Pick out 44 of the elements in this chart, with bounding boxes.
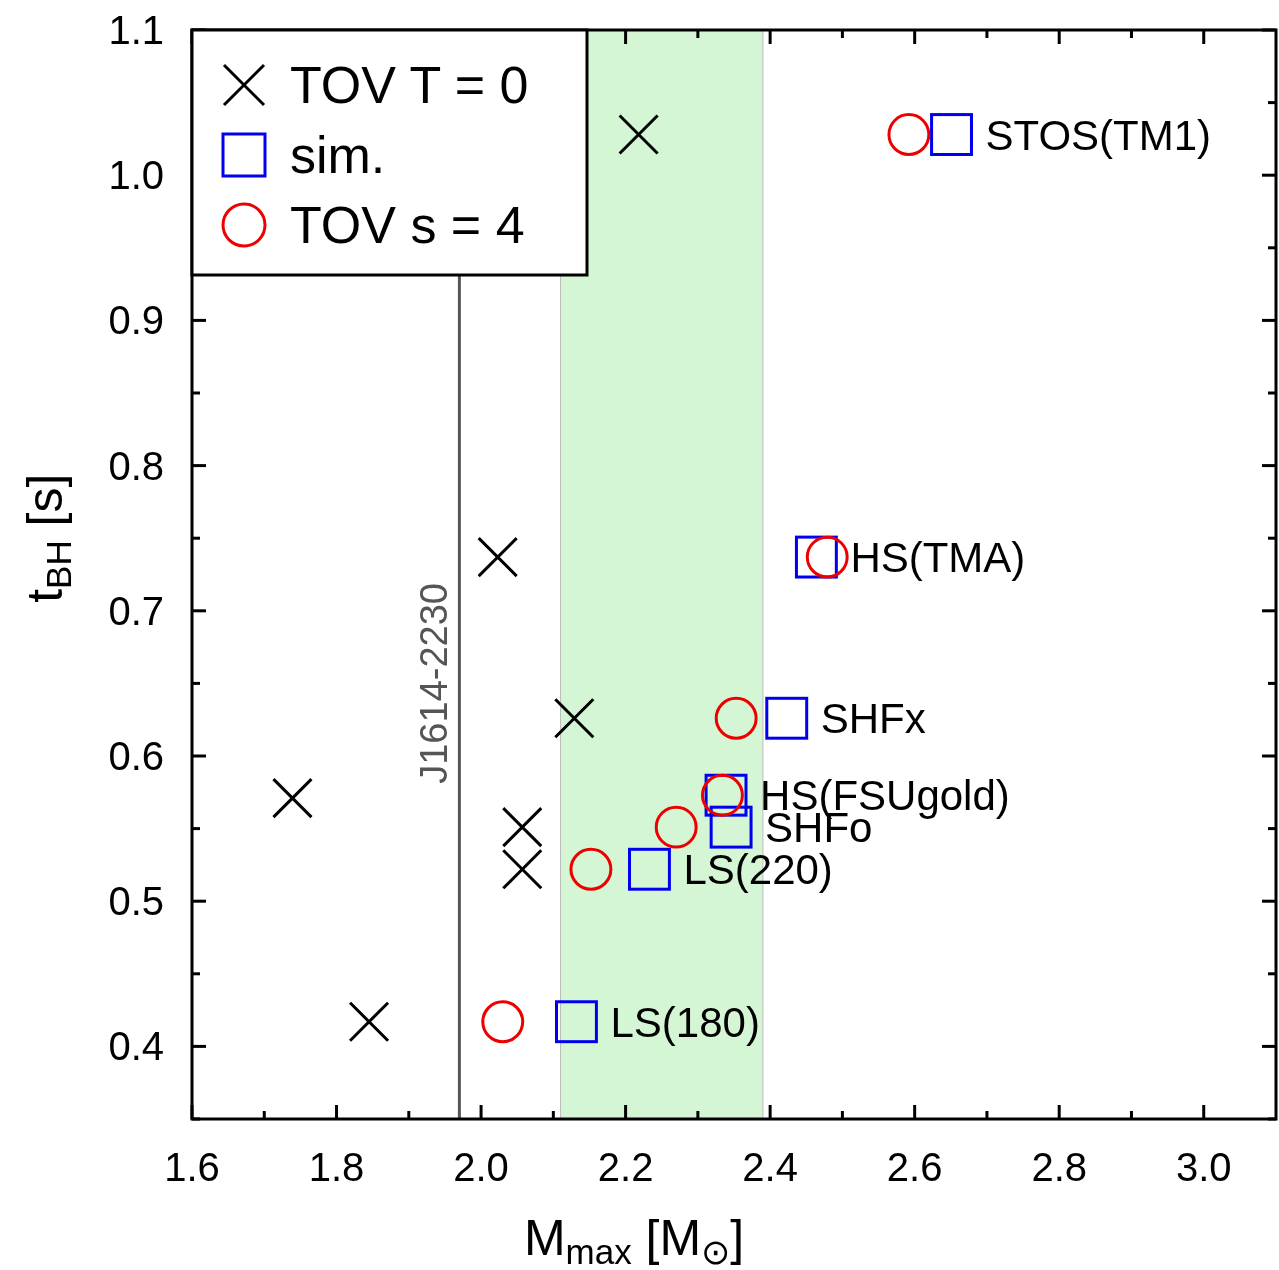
y-tick-label: 0.8 <box>108 443 164 488</box>
x-tick-label: 1.6 <box>164 1145 220 1189</box>
point <box>271 777 313 819</box>
y-tick-label: 0.9 <box>108 298 164 343</box>
y-tick-label: 0.7 <box>108 588 164 633</box>
point <box>709 805 753 849</box>
point <box>887 113 931 156</box>
legend-label: TOV T = 0 <box>290 56 529 114</box>
point <box>477 536 519 578</box>
point <box>714 696 758 740</box>
x-axis-title: M$_{max}$ [M$_{⊙}$] <box>523 1210 745 1270</box>
y-tick-label: 0.4 <box>108 1024 164 1069</box>
ref-line-label: J1614-2230 <box>413 583 456 784</box>
point <box>501 806 543 848</box>
y-tick-label: 1.0 <box>108 153 164 198</box>
legend-label: TOV s = 4 <box>290 196 525 254</box>
point <box>765 696 809 740</box>
point <box>654 805 698 849</box>
point <box>348 1001 390 1043</box>
point <box>555 1000 598 1044</box>
annotation: STOS(TM1) <box>985 111 1212 159</box>
x-tick-label: 2.2 <box>597 1145 654 1189</box>
y-tick-label: 0.6 <box>108 734 164 778</box>
annotation: LS(220) <box>683 846 833 894</box>
x-tick-label: 2.4 <box>742 1145 798 1189</box>
annotation: LS(180) <box>610 998 760 1046</box>
annotation: HS(TMA) <box>850 534 1026 582</box>
x-tick-label: 2.6 <box>886 1145 943 1189</box>
annotation: SHFx <box>820 695 926 743</box>
point <box>930 113 973 156</box>
point <box>618 114 660 156</box>
x-tick-label: 1.8 <box>308 1145 365 1189</box>
point <box>553 697 595 739</box>
y-tick-label: 0.5 <box>108 879 164 924</box>
point <box>501 848 543 890</box>
point <box>628 847 671 891</box>
x-tick-label: 3.0 <box>1175 1145 1232 1189</box>
y-tick-label: 1.1 <box>108 8 164 52</box>
point <box>569 847 613 891</box>
x-tick-label: 2.8 <box>1031 1145 1087 1189</box>
legend-label: sim. <box>290 126 386 184</box>
point <box>805 535 849 579</box>
point <box>481 1000 525 1044</box>
x-tick-label: 2.0 <box>453 1145 509 1189</box>
